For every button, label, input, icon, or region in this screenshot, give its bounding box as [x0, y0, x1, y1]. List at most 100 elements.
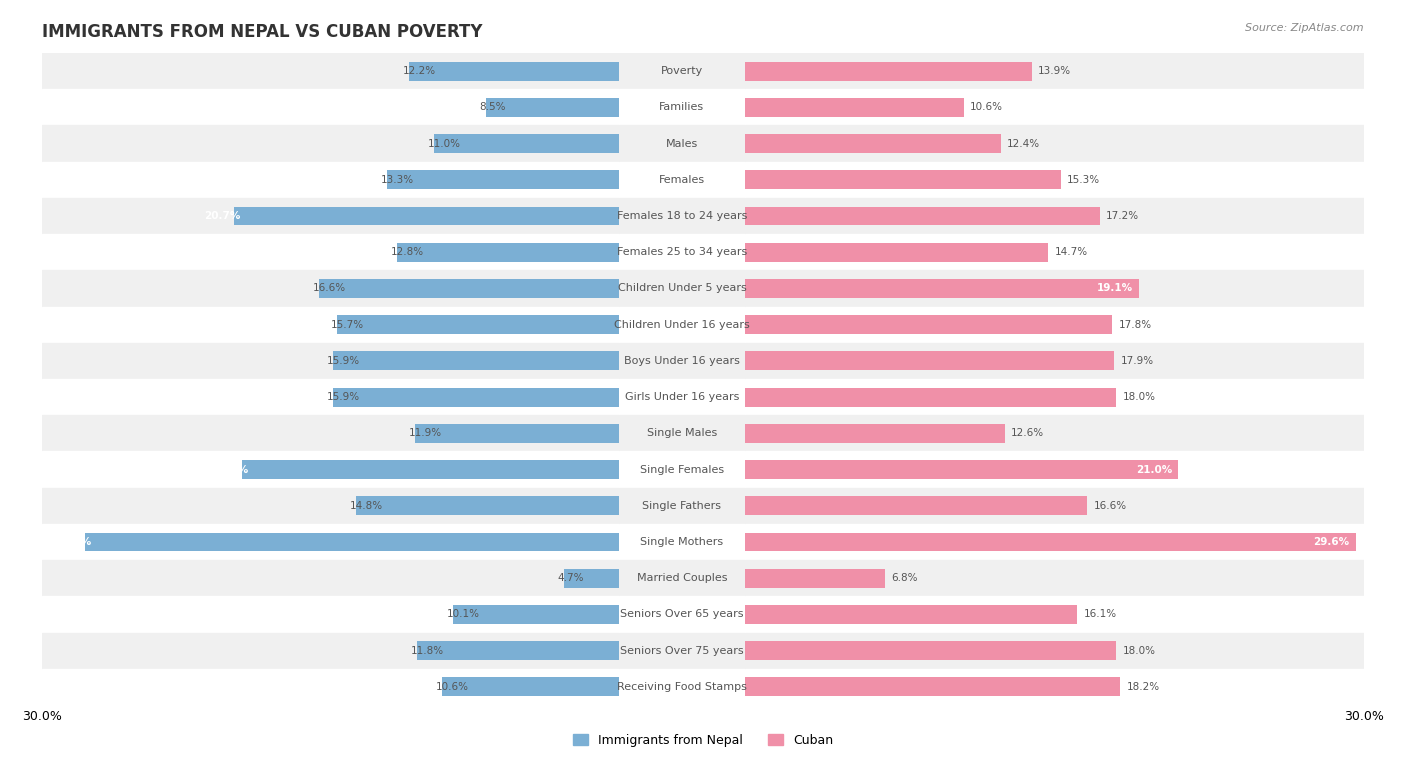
Bar: [745, 126, 1364, 161]
Text: 8.5%: 8.5%: [479, 102, 506, 112]
Bar: [745, 271, 1364, 306]
Text: Single Males: Single Males: [647, 428, 717, 438]
Bar: [337, 315, 661, 334]
Text: 20.7%: 20.7%: [204, 211, 240, 221]
Bar: [745, 379, 1364, 415]
Bar: [42, 524, 661, 560]
Bar: [745, 315, 1112, 334]
Text: 14.7%: 14.7%: [1054, 247, 1088, 257]
Text: 14.8%: 14.8%: [350, 501, 382, 511]
Text: Seniors Over 75 years: Seniors Over 75 years: [620, 646, 744, 656]
Text: 15.3%: 15.3%: [1067, 175, 1099, 185]
Bar: [619, 126, 745, 161]
Text: 10.1%: 10.1%: [446, 609, 479, 619]
Bar: [745, 306, 1364, 343]
Text: Females: Females: [659, 175, 704, 185]
Bar: [619, 415, 745, 452]
Text: 17.8%: 17.8%: [1118, 320, 1152, 330]
Bar: [233, 207, 661, 225]
Bar: [42, 379, 661, 415]
Bar: [619, 452, 745, 487]
Text: Females 25 to 34 years: Females 25 to 34 years: [617, 247, 747, 257]
Text: 15.9%: 15.9%: [326, 356, 360, 366]
Bar: [745, 61, 1032, 80]
Bar: [745, 460, 1178, 479]
Text: 13.3%: 13.3%: [381, 175, 413, 185]
Bar: [356, 496, 661, 515]
Bar: [333, 387, 661, 406]
Bar: [242, 460, 661, 479]
Text: 12.4%: 12.4%: [1007, 139, 1040, 149]
Text: 21.0%: 21.0%: [1136, 465, 1173, 475]
Bar: [396, 243, 661, 262]
Text: 11.0%: 11.0%: [427, 139, 461, 149]
Bar: [42, 560, 661, 597]
Text: Children Under 5 years: Children Under 5 years: [617, 283, 747, 293]
Bar: [619, 53, 745, 89]
Bar: [745, 533, 1355, 551]
Text: 12.2%: 12.2%: [404, 66, 436, 76]
Bar: [745, 243, 1049, 262]
Bar: [42, 198, 661, 234]
Bar: [42, 597, 661, 632]
Bar: [745, 669, 1364, 705]
Bar: [745, 678, 1121, 697]
Bar: [619, 306, 745, 343]
Text: 15.7%: 15.7%: [330, 320, 364, 330]
Text: 18.0%: 18.0%: [1122, 646, 1156, 656]
Bar: [42, 126, 661, 161]
Text: 15.9%: 15.9%: [326, 392, 360, 402]
Text: 17.2%: 17.2%: [1107, 211, 1139, 221]
Text: 17.9%: 17.9%: [1121, 356, 1153, 366]
Bar: [745, 161, 1364, 198]
Bar: [619, 161, 745, 198]
Text: Boys Under 16 years: Boys Under 16 years: [624, 356, 740, 366]
Bar: [42, 452, 661, 487]
Bar: [619, 669, 745, 705]
Bar: [745, 234, 1364, 271]
Bar: [42, 161, 661, 198]
Bar: [745, 415, 1364, 452]
Bar: [745, 560, 1364, 597]
Bar: [745, 89, 1364, 126]
Text: 11.8%: 11.8%: [412, 646, 444, 656]
Bar: [745, 53, 1364, 89]
Bar: [619, 560, 745, 597]
Text: Single Mothers: Single Mothers: [640, 537, 724, 547]
Bar: [42, 343, 661, 379]
Bar: [619, 632, 745, 669]
Bar: [745, 496, 1087, 515]
Bar: [745, 343, 1364, 379]
Bar: [42, 632, 661, 669]
Text: 16.6%: 16.6%: [1094, 501, 1126, 511]
Bar: [619, 487, 745, 524]
Bar: [619, 379, 745, 415]
Text: Married Couples: Married Couples: [637, 573, 727, 583]
Bar: [745, 387, 1116, 406]
Bar: [564, 568, 661, 587]
Bar: [42, 89, 661, 126]
Bar: [619, 597, 745, 632]
Text: Receiving Food Stamps: Receiving Food Stamps: [617, 682, 747, 692]
Bar: [619, 198, 745, 234]
Bar: [42, 271, 661, 306]
Text: 12.8%: 12.8%: [391, 247, 423, 257]
Text: 16.6%: 16.6%: [312, 283, 346, 293]
Text: 10.6%: 10.6%: [970, 102, 1002, 112]
Bar: [745, 605, 1077, 624]
Legend: Immigrants from Nepal, Cuban: Immigrants from Nepal, Cuban: [568, 728, 838, 752]
Bar: [745, 524, 1364, 560]
Bar: [745, 279, 1139, 298]
Bar: [443, 678, 661, 697]
Bar: [745, 487, 1364, 524]
Text: Single Fathers: Single Fathers: [643, 501, 721, 511]
Text: Source: ZipAtlas.com: Source: ZipAtlas.com: [1246, 23, 1364, 33]
Text: 19.1%: 19.1%: [1097, 283, 1133, 293]
Text: 29.6%: 29.6%: [1313, 537, 1350, 547]
Text: Single Females: Single Females: [640, 465, 724, 475]
Bar: [745, 568, 886, 587]
Bar: [42, 669, 661, 705]
Bar: [619, 234, 745, 271]
Bar: [745, 632, 1364, 669]
Bar: [745, 98, 963, 117]
